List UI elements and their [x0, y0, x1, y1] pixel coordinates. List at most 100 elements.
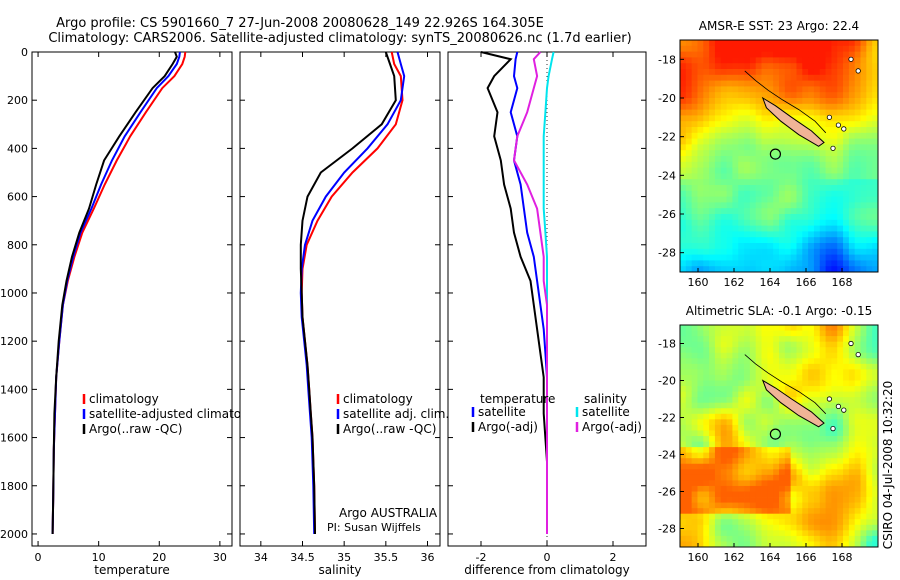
map-cell	[749, 436, 757, 442]
map-cell	[837, 485, 844, 492]
map-cell	[790, 441, 797, 448]
map-cell	[755, 391, 762, 398]
map-cell	[819, 402, 826, 409]
map-cell	[767, 502, 774, 509]
map-cell	[720, 144, 727, 151]
map-cell	[697, 497, 704, 503]
map-cell	[697, 491, 704, 498]
map-cell	[779, 127, 786, 134]
map-cell	[709, 214, 716, 221]
map-cell	[837, 502, 844, 509]
map-cell	[860, 325, 867, 331]
map-cell	[703, 413, 710, 420]
map-cell	[860, 208, 867, 215]
map-cell	[843, 325, 850, 331]
map-cell	[709, 150, 716, 157]
map-cell	[732, 413, 739, 420]
map-cell	[703, 363, 710, 370]
map-cell	[854, 179, 861, 186]
map-cell	[813, 474, 821, 481]
map-cell	[866, 254, 873, 261]
map-cell	[854, 485, 861, 492]
map-cell	[779, 508, 786, 515]
map-cell	[866, 121, 873, 128]
map-cell	[866, 485, 873, 492]
map-cell	[697, 386, 704, 392]
map-cell	[732, 63, 739, 70]
map-cell	[837, 513, 844, 520]
map-cell	[709, 541, 716, 548]
map-cell	[802, 430, 809, 437]
map-cell	[796, 225, 803, 232]
map-cell	[691, 179, 698, 186]
map-cell	[749, 115, 757, 122]
map-cell	[784, 63, 792, 70]
map-cell	[854, 260, 861, 267]
map-cell	[697, 502, 704, 509]
map-cell	[755, 260, 762, 267]
map-cell	[691, 352, 698, 359]
map-cell	[802, 40, 809, 47]
map-cell	[703, 458, 710, 465]
map-cell	[872, 358, 879, 365]
map-cell	[761, 208, 768, 215]
map-cell	[866, 436, 873, 442]
map-cell	[854, 502, 861, 509]
map-cell	[755, 408, 762, 415]
map-cell	[685, 358, 693, 365]
map-cell	[790, 254, 797, 261]
map-cell	[697, 161, 704, 168]
map-cell	[709, 121, 716, 128]
map-cell	[854, 497, 861, 503]
map-cell	[755, 502, 762, 509]
map-cell	[755, 103, 762, 110]
map-cell	[697, 391, 704, 398]
map-cell	[744, 173, 751, 180]
map-cell	[837, 325, 844, 331]
map-cell	[767, 508, 774, 515]
map-cell	[738, 530, 745, 537]
map-cell	[697, 374, 704, 381]
map-cell	[837, 341, 844, 348]
map-cell	[796, 513, 803, 520]
map-cell	[848, 441, 856, 448]
map-cell	[790, 358, 797, 365]
map-cell	[726, 214, 733, 221]
map-cell	[784, 513, 792, 520]
y-tick-label: 1600	[0, 432, 28, 445]
map-cell	[825, 524, 832, 531]
map-cell	[680, 63, 687, 70]
map-cell	[749, 369, 757, 376]
map-cell	[720, 219, 727, 226]
map-cell	[854, 132, 861, 139]
map-cell	[767, 391, 774, 398]
map-cell	[831, 408, 838, 415]
map-cell	[761, 86, 768, 93]
map-cell	[860, 45, 867, 52]
map-cell	[790, 524, 797, 531]
map-cell	[773, 127, 780, 134]
map-cell	[732, 167, 739, 174]
map-cell	[749, 231, 757, 238]
map-cell	[825, 452, 832, 459]
map-cell	[738, 260, 745, 267]
map-cell	[744, 69, 751, 76]
y-tick-label: 1800	[0, 480, 28, 493]
map-cell	[709, 441, 716, 448]
map-cell	[848, 248, 856, 255]
map-cell	[691, 92, 698, 99]
map-cell	[808, 441, 815, 448]
map-cell	[819, 497, 826, 503]
map-cell	[808, 156, 815, 163]
map-cell	[796, 447, 803, 454]
map-cell	[680, 535, 687, 542]
map-cell	[703, 45, 710, 52]
map-cell	[790, 80, 797, 87]
map-cell	[790, 225, 797, 232]
map-cell	[825, 497, 832, 503]
map-cell	[790, 369, 797, 376]
map-cell	[843, 341, 850, 348]
map-cell	[680, 208, 687, 215]
map-cell	[709, 115, 716, 122]
map-cell	[808, 391, 815, 398]
